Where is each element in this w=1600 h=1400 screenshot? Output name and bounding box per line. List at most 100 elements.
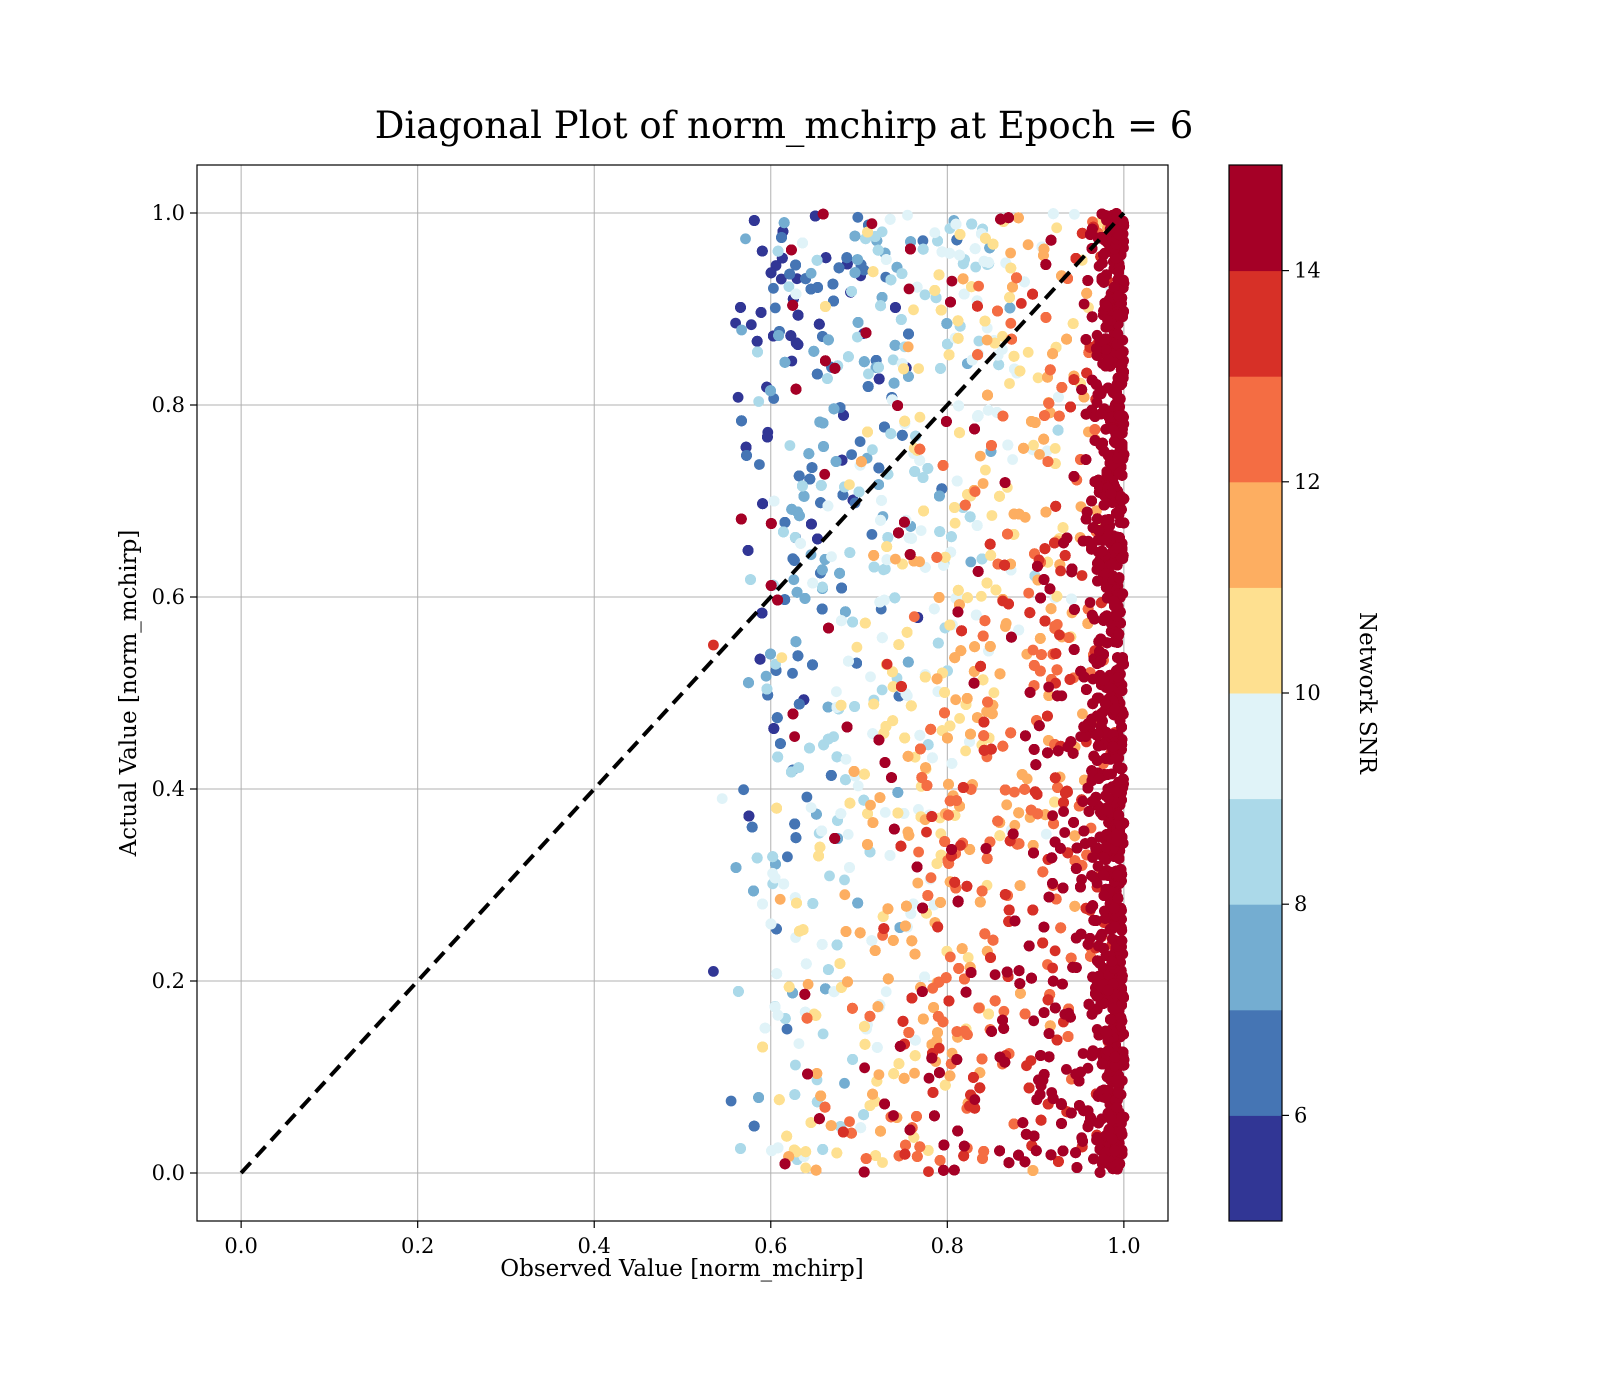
data-point <box>768 723 780 734</box>
data-point <box>800 1146 812 1158</box>
data-point <box>866 529 878 540</box>
data-point <box>1047 962 1058 974</box>
data-point <box>876 292 888 303</box>
data-point <box>973 335 985 347</box>
data-points <box>708 208 1130 1178</box>
data-point <box>928 603 940 615</box>
data-point <box>1062 1031 1074 1042</box>
data-point <box>782 851 793 863</box>
data-point <box>982 389 993 401</box>
data-point <box>978 1146 990 1157</box>
data-point <box>935 304 947 316</box>
data-point <box>941 318 953 329</box>
data-point <box>761 683 773 695</box>
data-point <box>916 986 928 997</box>
data-point <box>831 939 843 951</box>
data-point <box>977 630 989 642</box>
data-point <box>1005 262 1017 274</box>
data-point <box>969 243 981 255</box>
data-point <box>818 441 829 452</box>
data-point <box>1029 786 1041 798</box>
data-point <box>1076 570 1088 581</box>
data-point <box>1024 607 1036 619</box>
data-point <box>815 1090 827 1102</box>
data-point <box>874 792 886 803</box>
data-point <box>985 549 997 561</box>
data-point <box>771 802 782 814</box>
data-point <box>858 264 870 276</box>
data-point <box>951 475 963 487</box>
data-point <box>896 429 908 441</box>
data-point <box>775 273 787 285</box>
plot-area <box>196 164 1169 1222</box>
data-point <box>793 470 805 482</box>
data-point <box>982 404 994 416</box>
data-point <box>858 356 870 368</box>
data-point <box>840 774 851 786</box>
data-point <box>914 411 926 423</box>
data-point <box>973 280 984 292</box>
data-point <box>960 745 971 757</box>
data-point <box>974 1082 986 1094</box>
data-point <box>822 701 834 713</box>
data-point <box>926 1052 938 1064</box>
data-point <box>1013 212 1024 224</box>
data-point <box>849 267 861 279</box>
data-point <box>989 995 1001 1007</box>
data-point <box>864 1100 876 1111</box>
data-point <box>939 1079 951 1091</box>
data-point <box>902 750 914 762</box>
data-point <box>914 556 925 568</box>
data-point <box>754 459 765 470</box>
data-point <box>993 359 1005 371</box>
data-point <box>984 538 996 550</box>
data-point <box>859 768 870 780</box>
data-point <box>944 619 956 631</box>
data-point <box>1014 365 1026 377</box>
data-point <box>810 1010 822 1021</box>
data-point <box>1042 710 1053 722</box>
data-point <box>862 426 873 438</box>
data-point <box>873 479 884 490</box>
data-point <box>950 694 962 706</box>
data-point <box>740 233 751 245</box>
data-point <box>740 441 752 453</box>
data-point <box>817 581 828 593</box>
data-point <box>1040 312 1052 323</box>
data-point <box>854 436 866 447</box>
data-point <box>1008 508 1020 520</box>
data-point <box>1006 631 1017 643</box>
data-point <box>972 349 983 361</box>
data-point <box>1007 454 1018 465</box>
data-point <box>1034 633 1046 644</box>
data-point <box>862 839 873 850</box>
data-point <box>755 307 767 318</box>
data-point <box>897 1015 909 1027</box>
data-point <box>942 732 953 744</box>
data-point <box>1025 804 1037 816</box>
data-point <box>745 319 757 331</box>
data-point <box>919 971 930 983</box>
data-point <box>867 444 878 456</box>
data-point <box>769 872 781 884</box>
data-point <box>953 963 965 974</box>
data-point <box>843 351 854 363</box>
data-point <box>943 778 954 790</box>
data-point <box>958 288 970 300</box>
data-point <box>987 238 999 250</box>
data-point <box>847 1054 858 1065</box>
data-point <box>949 502 960 513</box>
data-point <box>972 300 983 312</box>
data-point <box>1043 1051 1055 1063</box>
data-point <box>811 254 823 266</box>
data-point <box>922 1145 934 1156</box>
data-point <box>772 1142 784 1154</box>
data-point <box>908 611 920 623</box>
data-point <box>837 489 849 501</box>
data-point <box>976 885 988 897</box>
data-point <box>873 1069 885 1080</box>
data-point <box>791 586 803 598</box>
data-point <box>965 556 977 568</box>
data-point <box>756 607 768 619</box>
